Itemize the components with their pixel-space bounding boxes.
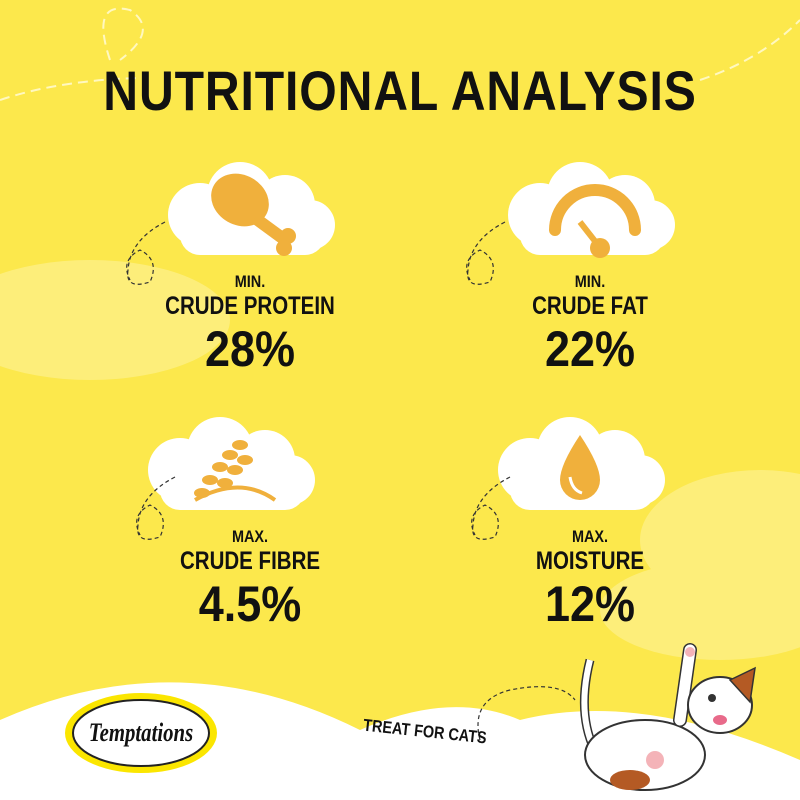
dashed-path — [126, 221, 166, 285]
nutrient-card-protein: MIN. CRUDE PROTEIN 28% — [120, 160, 380, 380]
dashed-path — [0, 7, 144, 101]
brand-name: Temptations — [88, 718, 194, 747]
dashed-path — [477, 686, 576, 741]
nutrient-card-moisture: MAX. MOISTURE 12% — [460, 415, 720, 635]
nutrient-card-fibre: MAX. CRUDE FIBRE 4.5% — [120, 415, 380, 635]
droplet-icon — [498, 417, 665, 510]
dashed-path — [466, 221, 506, 285]
nutrient-value: 22% — [544, 321, 636, 377]
nutrient-qualifier: MAX. — [231, 527, 269, 546]
nutrient-value: 28% — [204, 321, 296, 377]
nutrient-value: 12% — [544, 576, 636, 632]
nutrient-name: CRUDE FIBRE — [179, 547, 321, 575]
wheat-icon — [148, 417, 315, 510]
brand-logo: Temptations — [62, 690, 220, 776]
page-title: NUTRITIONAL ANALYSIS — [103, 59, 697, 122]
nutrient-name: CRUDE PROTEIN — [165, 292, 335, 320]
dashed-path — [471, 476, 511, 540]
nutrient-name: MOISTURE — [535, 547, 645, 575]
dashed-path — [136, 476, 176, 540]
nutrient-qualifier: MAX. — [571, 527, 609, 546]
nutrient-card-fat: MIN. CRUDE FAT 22% — [460, 160, 720, 380]
cat-illustration — [579, 643, 756, 791]
nutrient-name: CRUDE FAT — [532, 292, 648, 320]
nutrient-value: 4.5% — [198, 576, 302, 632]
bg-cloud — [600, 560, 800, 660]
dashed-path — [699, 19, 800, 81]
bg-cloud — [0, 260, 230, 380]
nutrient-qualifier: MIN. — [234, 272, 266, 291]
nutrient-qualifier: MIN. — [574, 272, 606, 291]
chicken-leg-icon — [168, 162, 335, 256]
gauge-icon — [508, 162, 675, 258]
